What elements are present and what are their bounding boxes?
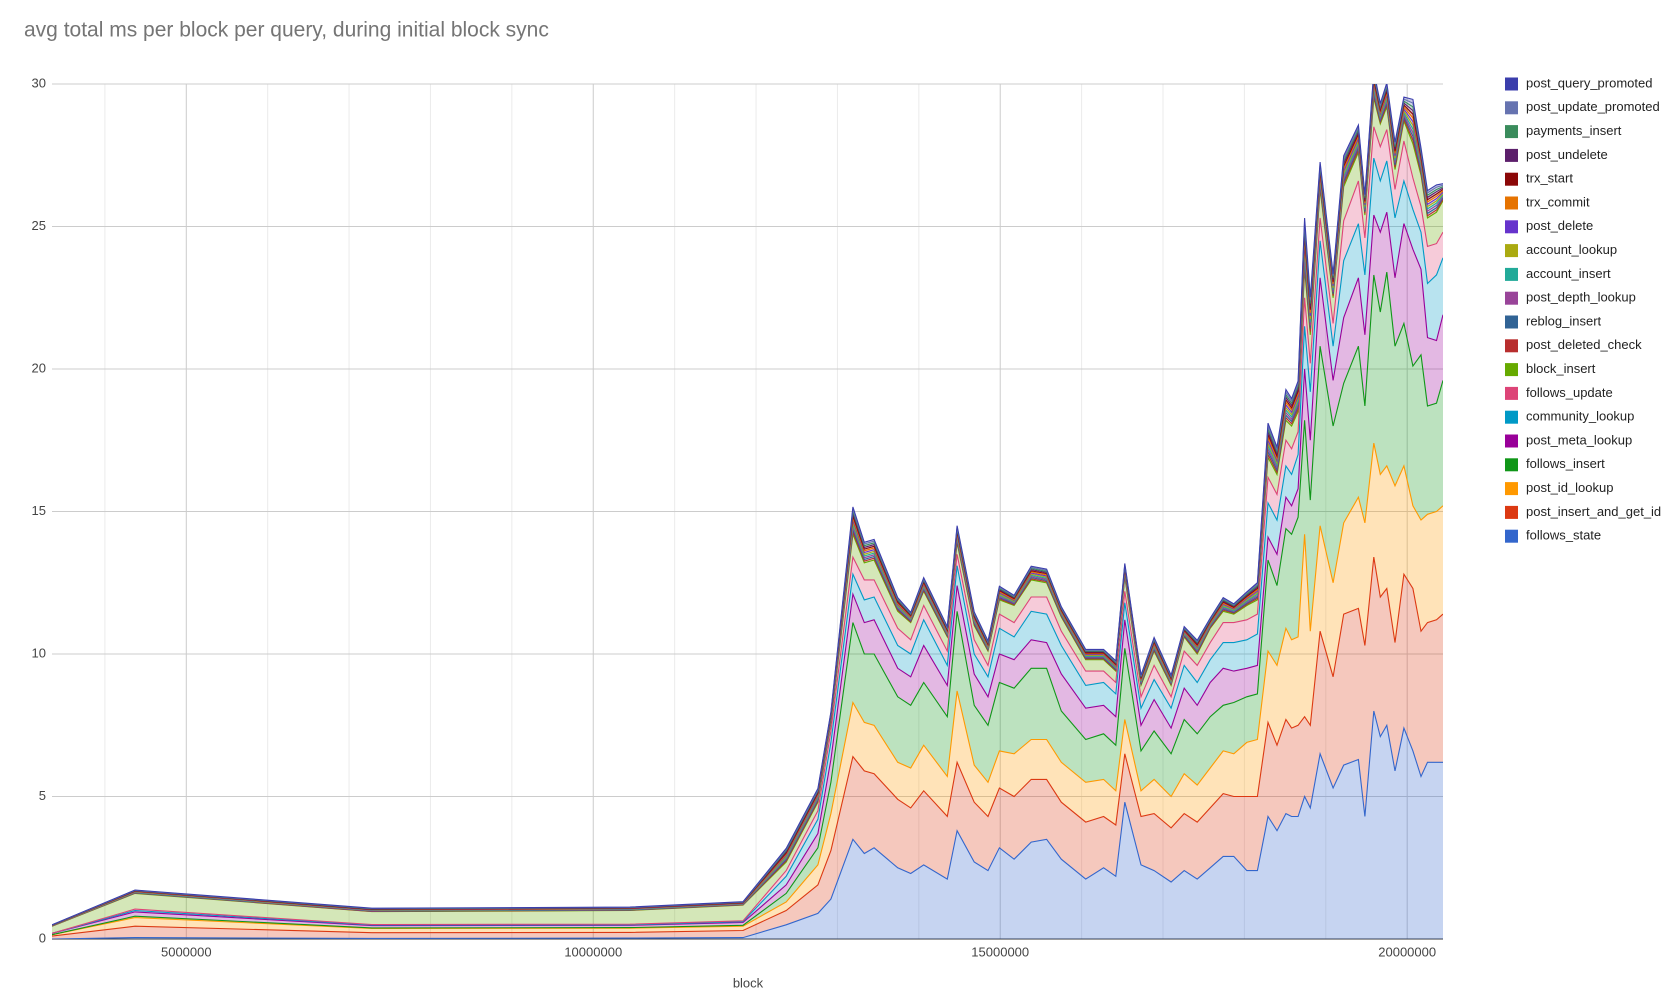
y-tick-label: 15 — [32, 503, 46, 518]
legend-label: community_lookup — [1526, 409, 1634, 424]
legend-label: follows_insert — [1526, 456, 1605, 471]
legend-swatch — [1505, 125, 1518, 139]
legend-label: post_id_lookup — [1526, 480, 1613, 495]
legend-swatch — [1505, 339, 1518, 353]
legend-label: reblog_insert — [1526, 313, 1602, 328]
legend-swatch — [1505, 363, 1518, 377]
x-tick-label: 5000000 — [161, 944, 212, 959]
y-tick-label: 25 — [32, 218, 46, 233]
legend-label: post_insert_and_get_id — [1526, 504, 1661, 519]
legend: post_query_promoted post_update_promotedp… — [1505, 75, 1661, 543]
legend-label: block_insert — [1526, 361, 1596, 376]
legend-swatch — [1505, 101, 1518, 115]
legend-swatch — [1505, 529, 1518, 543]
legend-swatch — [1505, 196, 1518, 210]
legend-swatch — [1505, 220, 1518, 234]
legend-swatch — [1505, 505, 1518, 519]
legend-swatch — [1505, 267, 1518, 281]
area — [52, 443, 1443, 937]
area-line — [52, 442, 1443, 936]
legend-label: post_undelete — [1526, 147, 1608, 162]
x-axis-label: block — [733, 975, 764, 990]
area-line — [52, 272, 1443, 936]
y-tick-label: 0 — [39, 930, 46, 945]
legend-label: post_depth_lookup — [1526, 290, 1636, 305]
legend-swatch — [1505, 291, 1518, 305]
legend-label: trx_start — [1526, 171, 1573, 186]
legend-label: follows_update — [1526, 385, 1613, 400]
legend-label: post_query_promoted — [1526, 75, 1652, 90]
legend-label: post_meta_lookup — [1526, 432, 1632, 447]
legend-label: post_delete — [1526, 218, 1593, 233]
chart-title: avg total ms per block per query, during… — [24, 19, 549, 42]
legend-label: account_lookup — [1526, 242, 1617, 257]
legend-swatch — [1505, 315, 1518, 329]
area — [52, 557, 1443, 939]
area-line — [52, 212, 1443, 934]
y-tick-label: 30 — [32, 75, 46, 90]
area-line — [52, 126, 1443, 934]
y-tick-label: 10 — [32, 645, 46, 660]
y-tick-label: 5 — [39, 788, 46, 803]
legend-label: account_insert — [1526, 266, 1611, 281]
legend-swatch — [1505, 244, 1518, 258]
legend-swatch — [1505, 77, 1518, 91]
area — [52, 711, 1443, 939]
legend-swatch — [1505, 434, 1518, 448]
legend-label: trx_commit — [1526, 194, 1590, 209]
legend-label: post_update_promoted — [1526, 99, 1660, 114]
axes: 5000000 10000000 15000000 20000000 0 5 10 15 20 2… — [32, 75, 1437, 959]
x-tick-label: 15000000 — [971, 944, 1029, 959]
area-line — [52, 710, 1443, 939]
legend-swatch — [1505, 148, 1518, 162]
x-tick-label: 20000000 — [1378, 944, 1436, 959]
legend-swatch — [1505, 386, 1518, 400]
area-line — [52, 157, 1443, 934]
legend-swatch — [1505, 410, 1518, 424]
x-tick-label: 10000000 — [564, 944, 622, 959]
area-line — [52, 84, 1443, 926]
area — [52, 272, 1443, 935]
y-tick-label: 20 — [32, 360, 46, 375]
plot-area — [52, 84, 1443, 939]
legend-swatch — [1505, 172, 1518, 186]
area-line — [52, 557, 1443, 937]
legend-label: post_deleted_check — [1526, 337, 1642, 352]
grid — [52, 83, 1443, 940]
legend-swatch — [1505, 482, 1518, 496]
legend-label: follows_state — [1526, 528, 1601, 543]
legend-label: payments_insert — [1526, 123, 1622, 138]
legend-swatch — [1505, 458, 1518, 472]
